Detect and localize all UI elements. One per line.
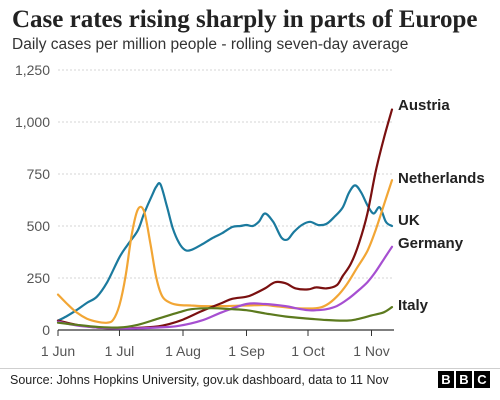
x-tick-label: 1 Aug: [165, 343, 201, 359]
y-tick-label: 0: [42, 322, 50, 338]
bbc-logo-letter: C: [474, 371, 490, 388]
series-label-netherlands: Netherlands: [398, 170, 485, 187]
x-tick-label: 1 Oct: [291, 343, 325, 359]
series-line-netherlands: [56, 179, 394, 324]
bbc-logo: B B C: [438, 371, 490, 388]
chart-title: Case rates rising sharply in parts of Eu…: [12, 6, 478, 33]
y-tick-label: 500: [27, 218, 51, 234]
series-label-uk: UK: [398, 212, 420, 229]
x-tick-label: 1 Sep: [228, 343, 265, 359]
bbc-logo-letter: B: [456, 371, 472, 388]
series-lines: [56, 108, 394, 330]
x-tick-label: 1 Nov: [353, 343, 390, 359]
series-line-italy: [56, 306, 394, 329]
source-note: Source: Johns Hopkins University, gov.uk…: [10, 373, 389, 387]
x-tick-label: 1 Jun: [41, 343, 75, 359]
series-line-uk: [56, 182, 394, 322]
series-label-italy: Italy: [398, 297, 429, 314]
x-axis-ticks: 1 Jun 1 Jul 1 Aug 1 Sep 1 Oct 1 Nov: [41, 330, 390, 359]
series-labels: UK Netherlands Austria Germany Italy: [398, 97, 485, 314]
series-line-germany: [56, 245, 394, 330]
grid-lines: [58, 69, 394, 331]
y-tick-label: 1,000: [15, 114, 50, 130]
bbc-logo-letter: B: [438, 371, 454, 388]
series-label-germany: Germany: [398, 235, 464, 252]
y-tick-label: 1,250: [15, 62, 50, 78]
series-line-austria: [56, 108, 394, 330]
y-tick-label: 750: [27, 166, 51, 182]
series-label-austria: Austria: [398, 97, 450, 114]
y-tick-label: 250: [27, 270, 51, 286]
x-tick-label: 1 Jul: [105, 343, 135, 359]
y-axis-ticks: 0 250 500 750 1,000 1,250: [15, 62, 50, 338]
footer-divider: [0, 368, 500, 369]
chart-subtitle: Daily cases per million people - rolling…: [12, 36, 409, 53]
